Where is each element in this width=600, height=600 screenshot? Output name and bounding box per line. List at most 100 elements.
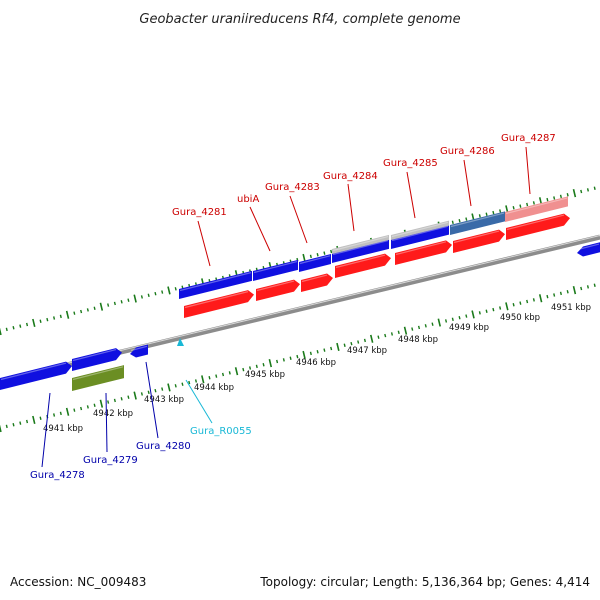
tick-mark [566, 193, 569, 197]
tick-mark [120, 300, 123, 304]
tick-mark [465, 217, 468, 221]
tick-mark [499, 306, 502, 310]
tick-mark [444, 319, 448, 323]
tick-mark [572, 286, 577, 295]
gene-gura-4279 [72, 365, 124, 391]
cds-gura-4286-highlight [453, 230, 500, 244]
gene-gura-4285-overlay-shape [391, 220, 449, 240]
trna-marker [177, 338, 184, 346]
tick-mark [262, 363, 265, 367]
tick-mark [221, 372, 225, 377]
tick-mark [357, 340, 360, 344]
tick-mark [316, 350, 319, 354]
tick-mark [289, 356, 292, 360]
tick-mark [154, 388, 157, 393]
gene-right-edge-highlight [577, 243, 600, 251]
tick-mark [140, 295, 143, 299]
tick-label: 4945 kbp [245, 370, 285, 380]
upper-leader-line [347, 183, 355, 232]
tick-mark [140, 392, 143, 396]
cds-gura-4284 [335, 253, 391, 278]
tick-mark [59, 314, 62, 319]
tick-mark [248, 366, 252, 370]
tick-mark [499, 209, 502, 213]
tick-mark [161, 387, 164, 391]
gene-gura-4278 [0, 361, 72, 390]
cds-gura-4285-shape [395, 240, 452, 265]
gene-gura-4278b-shape [72, 348, 122, 371]
gene-gura-4280-shape [130, 344, 148, 358]
tick-mark [316, 253, 319, 257]
tick-label: 4948 kbp [398, 335, 438, 345]
tick-mark [147, 390, 150, 395]
tick-mark [255, 364, 258, 369]
gene-gura-4283-shape [299, 254, 331, 272]
cds-gura-4287 [506, 213, 570, 240]
tick-mark [99, 399, 104, 408]
tick-mark [32, 415, 36, 424]
gene-label-upper: Gura_4287 [501, 133, 556, 144]
gene-label-lower: Gura_4279 [83, 455, 138, 466]
tick-mark [161, 290, 164, 294]
tick-mark [377, 335, 380, 339]
tick-mark [276, 359, 279, 364]
tick-mark [431, 322, 434, 326]
tick-mark [309, 351, 312, 356]
tick-mark [181, 382, 184, 386]
tick-mark [65, 407, 70, 416]
tick-mark [336, 342, 340, 351]
tick-mark [127, 298, 130, 302]
tick-mark [538, 294, 543, 303]
lower-leader-line [185, 379, 213, 424]
gene-gura-4284-overlay [332, 234, 389, 254]
label-layer: 4941 kbp 4942 kbp 4943 kbp 4944 kbp 4945 kbp… [30, 133, 591, 481]
tick-mark [5, 327, 8, 332]
gene-label-lower: Gura_4278 [30, 470, 85, 481]
tick-mark [330, 346, 333, 351]
tick-label: 4949 kbp [449, 323, 489, 333]
tick-mark [208, 376, 211, 380]
gene-ubia [253, 259, 298, 281]
tick-mark [53, 413, 56, 417]
tick-mark [120, 397, 123, 401]
tick-mark [167, 383, 171, 392]
gene-right-edge-shape [577, 242, 600, 257]
gene-gura-4283 [299, 254, 331, 272]
cds-gura-4283-shape [301, 273, 333, 292]
gene-gura-4278b [72, 348, 122, 371]
tick-mark [546, 294, 549, 299]
tick-mark [343, 343, 346, 348]
tick-mark [512, 206, 515, 210]
cds-gura-4285-highlight [395, 241, 447, 256]
tick-mark [330, 249, 333, 254]
tick-mark [485, 212, 488, 216]
cds-gura-4285 [395, 240, 452, 265]
tick-mark [86, 405, 89, 409]
tick-mark [25, 419, 29, 424]
cds-gura-4281-shape [184, 290, 254, 318]
upper-leader-line [289, 195, 308, 244]
tick-mark [201, 375, 205, 384]
tick-mark [174, 287, 177, 291]
tick-mark [268, 359, 273, 368]
tick-mark [167, 286, 171, 295]
gene-label-lower: Gura_4280 [136, 441, 191, 452]
tick-mark [174, 384, 177, 388]
gene-gura-4278-shape [0, 361, 72, 390]
gene-gura-4280 [130, 344, 148, 358]
tick-label: 4951 kbp [551, 303, 591, 313]
tick-mark [93, 403, 96, 408]
tick-mark [46, 317, 49, 322]
tick-mark [566, 290, 569, 294]
tick-mark [73, 408, 76, 412]
tick-mark [465, 314, 468, 318]
tick-mark [369, 334, 374, 343]
topology-text: Topology: circular; Length: 5,136,364 bp… [259, 575, 590, 589]
feature-layer [0, 196, 600, 391]
tick-mark [5, 424, 8, 429]
tick-mark [0, 424, 2, 433]
tick-label: 4944 kbp [194, 383, 234, 393]
upper-leader-line [249, 206, 271, 252]
tick-mark [492, 210, 495, 215]
tick-mark [546, 197, 549, 202]
